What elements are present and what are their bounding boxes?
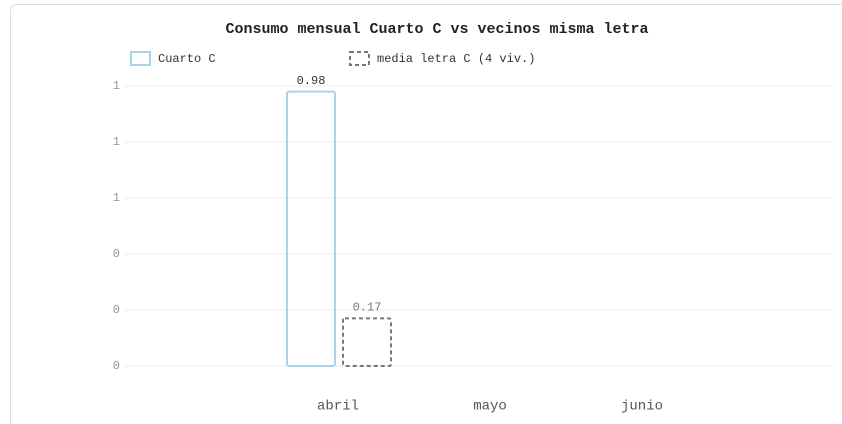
x-tick-label: junio [621, 399, 663, 415]
x-tick-label: abril [317, 399, 359, 415]
bar [342, 317, 392, 367]
y-tick-label: 0 [113, 303, 120, 317]
x-tick-label: mayo [473, 399, 507, 415]
legend-swatch [349, 51, 370, 66]
legend-label: Cuarto C [158, 52, 216, 66]
chart-title: Consumo mensual Cuarto C vs vecinos mism… [225, 21, 648, 38]
y-tick-label: 0 [113, 247, 120, 261]
data-label: 0.17 [353, 301, 382, 315]
data-label: 0.98 [297, 74, 326, 88]
y-tick-label: 1 [113, 191, 120, 205]
y-tick-label: 0 [113, 359, 120, 373]
bar [286, 90, 336, 367]
card [10, 4, 842, 424]
legend-swatch [130, 51, 151, 66]
legend-label: media letra C (4 viv.) [377, 52, 535, 66]
y-tick-label: 1 [113, 135, 120, 149]
y-tick-label: 1 [113, 79, 120, 93]
